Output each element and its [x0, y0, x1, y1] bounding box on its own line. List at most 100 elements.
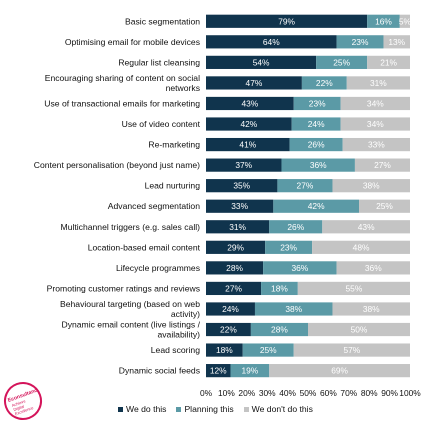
bar-segment [399, 14, 410, 28]
bar-segment [301, 76, 347, 90]
bar-segment [336, 261, 410, 275]
data-label: 25% [376, 201, 393, 211]
data-label: 24% [222, 304, 239, 314]
data-label: 5% [399, 16, 412, 26]
legend-item-dont-do-this: We don't do this [243, 404, 313, 414]
category-label: Advanced segmentation [108, 201, 200, 211]
x-tick-label: 0% [200, 388, 213, 398]
bar-segment [316, 55, 368, 69]
data-label: 38% [285, 304, 302, 314]
bar-segment [206, 302, 255, 316]
category-label: Multichannel triggers (e.g. sales call) [61, 222, 201, 232]
category-label-line: Encouraging sharing of content on social [45, 73, 200, 83]
data-label: 36% [291, 263, 308, 273]
category-label-line: availability) [157, 330, 200, 340]
bar-segment [383, 35, 410, 49]
bar-segment [332, 302, 410, 316]
data-label: 57% [343, 345, 360, 355]
x-tick-label: 100% [399, 388, 421, 398]
bar-segment [242, 343, 294, 357]
data-label: 50% [351, 325, 368, 335]
data-label: 35% [233, 181, 250, 191]
bar-segment [265, 240, 313, 254]
bar-segment [367, 55, 410, 69]
data-label: 27% [297, 181, 314, 191]
bar-segment [206, 322, 251, 337]
data-label: 29% [227, 242, 244, 252]
data-label: 22% [220, 325, 237, 335]
chart-legend: We do this Planning this We don't do thi… [118, 404, 313, 414]
bar-segment [340, 96, 410, 111]
legend-label-we-do-this: We do this [126, 404, 167, 414]
x-tick-label: 10% [218, 388, 235, 398]
data-label: 28% [271, 325, 288, 335]
category-label-line: Behavioural targeting (based on web [60, 299, 200, 309]
data-label: 43% [241, 98, 258, 108]
category-label: Content personalisation (beyond just nam… [34, 160, 200, 170]
bar-segment [206, 158, 282, 172]
x-tick-label: 50% [300, 388, 317, 398]
bar-segment [340, 117, 410, 131]
data-label: 25% [260, 345, 277, 355]
data-label: 55% [346, 283, 363, 293]
category-label: Location-based email content [88, 242, 201, 252]
bar-segment [206, 261, 264, 275]
x-tick-label: 40% [279, 388, 296, 398]
bar-segment [206, 240, 266, 254]
svg-text:Achieve: Achieve [11, 398, 27, 408]
x-tick-label: 60% [320, 388, 337, 398]
bar-segment [250, 322, 308, 337]
legend-item-planning-this: Planning this [176, 404, 234, 414]
bar-segment [281, 158, 355, 172]
svg-text:Digital: Digital [13, 404, 25, 413]
econsultancy-logo: Econsultancy Achieve Digital Excellence [0, 376, 48, 426]
svg-text:Excellence: Excellence [14, 405, 35, 417]
x-tick-label: 20% [238, 388, 255, 398]
bar-segment [206, 137, 290, 152]
category-label: Dynamic social feeds [119, 366, 200, 376]
logo-mark: Econsultancy Achieve Digital Excellence [7, 387, 41, 417]
data-label: 54% [253, 57, 270, 67]
legend-label-dont-do-this: We don't do this [251, 404, 313, 414]
bar-segment [342, 137, 410, 152]
data-label: 48% [353, 242, 370, 252]
bar-segment [297, 281, 410, 296]
data-label: 21% [380, 57, 397, 67]
category-label: Behavioural targeting (based on web activ… [60, 299, 200, 319]
bar-segment [206, 220, 270, 234]
category-label: Lifecycle programmes [116, 263, 200, 273]
data-label: 41% [239, 140, 256, 150]
category-label: Regular list cleansing [118, 57, 200, 67]
data-label: 79% [278, 16, 295, 26]
bar-segment [291, 117, 341, 131]
bar-segment [308, 322, 410, 337]
bar-segment [206, 96, 294, 111]
legend-swatch-planning-this [176, 406, 182, 412]
data-label: 47% [246, 78, 263, 88]
data-label: 27% [374, 160, 391, 170]
bar-segment [269, 364, 410, 378]
data-label: 42% [240, 119, 257, 129]
bar-segment [269, 220, 323, 234]
bar-segment [206, 199, 274, 213]
data-label: 19% [241, 366, 258, 376]
data-label: 33% [231, 201, 248, 211]
bar-segment [206, 55, 317, 69]
category-label-line: activity) [171, 309, 200, 319]
bar-segment [346, 76, 410, 90]
bar-segment [206, 14, 368, 28]
data-label: 16% [375, 16, 392, 26]
data-label: 18% [216, 345, 233, 355]
category-label: Re-marketing [148, 140, 200, 150]
legend-item-we-do-this: We do this [118, 404, 166, 414]
data-label: 26% [287, 222, 304, 232]
bar-segment [206, 343, 243, 357]
x-tick-label: 30% [259, 388, 276, 398]
bar-segment [293, 96, 341, 111]
data-label: 22% [316, 78, 333, 88]
category-label: Promoting customer ratings and reviews [47, 283, 200, 293]
bar-segment [359, 199, 410, 213]
bar-segment [206, 76, 302, 90]
data-label: 23% [280, 242, 297, 252]
